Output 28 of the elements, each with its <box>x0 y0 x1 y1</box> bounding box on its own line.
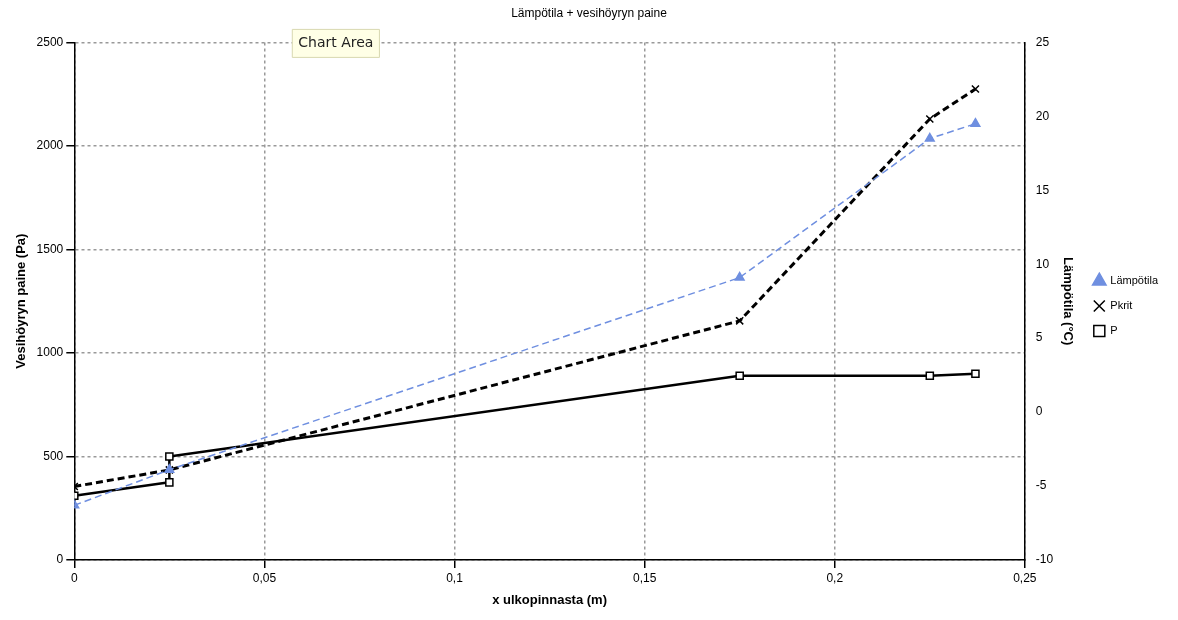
y-tick-label: 2500 <box>36 34 64 49</box>
x-tick-label: 0,15 <box>632 570 657 585</box>
y2-tick-label: 0 <box>1035 404 1043 419</box>
x-tick-label: 0,2 <box>826 570 844 585</box>
y2-tick-label: 15 <box>1035 182 1050 197</box>
y2-axis-title: Lämpötila (°C) <box>1061 257 1077 346</box>
x-tick-label: 0 <box>70 570 78 585</box>
x-axis-title: x ulkopinnasta (m) <box>492 591 608 607</box>
legend-label: Lämpötila <box>1110 274 1159 287</box>
y-tick-label: 1000 <box>36 345 64 360</box>
legend-label: P <box>1110 324 1118 337</box>
x-tick-label: 0,1 <box>446 570 464 585</box>
y-axis-title: Vesihöyryn paine (Pa) <box>13 233 29 369</box>
y2-tick-label: -10 <box>1035 552 1054 567</box>
y2-tick-label: 25 <box>1035 34 1050 49</box>
x-tick-label: 0,25 <box>1013 570 1037 585</box>
y-tick-label: 500 <box>43 448 64 463</box>
legend-label: Pkrit <box>1110 299 1133 312</box>
annotation: Chart Area <box>298 34 374 51</box>
x-tick-label: 0,05 <box>252 570 277 585</box>
y2-tick-label: 10 <box>1035 256 1050 271</box>
y-tick-label: 0 <box>56 552 64 567</box>
y2-tick-label: -5 <box>1035 478 1047 493</box>
y-tick-label: 1500 <box>36 241 64 256</box>
y2-tick-label: 20 <box>1035 108 1050 123</box>
chart-title: Lämpötila + vesihöyryn paine <box>511 5 668 20</box>
y-tick-label: 2000 <box>36 138 64 153</box>
y2-tick-label: 5 <box>1035 330 1043 345</box>
